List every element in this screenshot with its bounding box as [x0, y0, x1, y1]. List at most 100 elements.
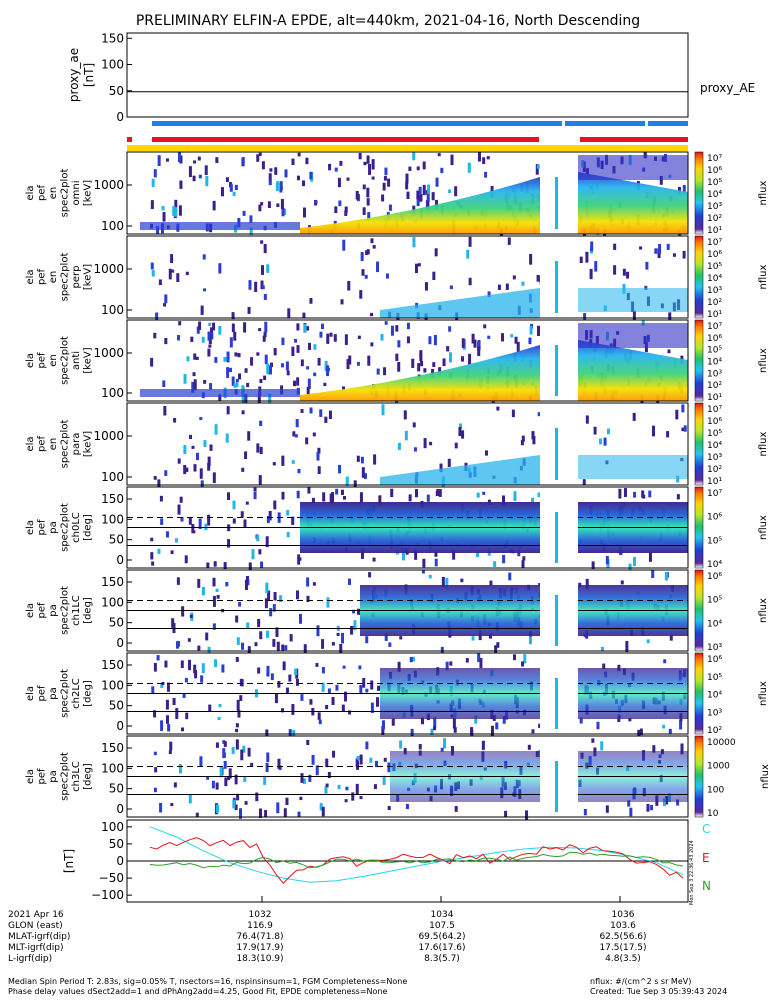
spectrogram-pixel: [364, 274, 368, 279]
spectrogram-pixel: [668, 312, 672, 321]
spectrogram-pixel: [476, 551, 480, 558]
colorbar-tick-label: 10⁵: [707, 262, 722, 272]
spectrogram-pixel: [164, 338, 168, 345]
spectrogram-pixel: [297, 152, 301, 157]
spectrogram-pixel: [234, 184, 238, 191]
colorbar-tick-label: 10⁴: [707, 619, 722, 629]
spectrogram-pixel: [411, 358, 415, 368]
spectrogram-pixel: [471, 636, 475, 641]
spectrogram-pixel: [381, 720, 385, 730]
spectrogram-pixel: [250, 357, 254, 366]
spectrogram-pixel: [421, 570, 425, 574]
spectrogram-pixel: [277, 680, 281, 688]
spectrogram-pixel: [381, 194, 385, 202]
y-axis-label: spec2plot: [60, 669, 71, 718]
spectrogram-pixel: [211, 780, 215, 789]
spectrogram-pixel: [531, 729, 535, 734]
spectrogram-pixel: [387, 178, 391, 187]
spectrogram-pixel: [240, 679, 244, 687]
spectrogram-pixel: [406, 322, 410, 330]
spectrogram-pixel: [231, 312, 235, 320]
spectrogram-pixel: [235, 378, 239, 383]
spectrogram-pixel: [223, 760, 227, 769]
spectrogram-pixel: [345, 786, 349, 791]
spectrogram-pixel: [285, 361, 289, 371]
spectrogram-pixel: [678, 229, 682, 240]
panel-frame: [126, 235, 689, 319]
spectrogram-pixel: [184, 555, 188, 564]
y-tick-label: 50: [109, 616, 124, 630]
spectrogram-pixel: [495, 722, 499, 730]
spectrogram-pixel: [241, 410, 245, 415]
y-tick-label: 0: [116, 719, 124, 733]
spectrogram-pixel: [353, 620, 357, 631]
spectrogram-pixel: [342, 239, 346, 251]
spectrogram-pixel: [412, 152, 416, 161]
spectrogram-pixel: [468, 277, 472, 286]
spectrogram-pixel: [287, 308, 291, 319]
colorbar-tick-label: 10²: [707, 381, 722, 391]
colorbar-tick-label: 10⁶: [707, 572, 722, 582]
spectrogram-pixel: [243, 777, 247, 782]
spectrogram-pixel: [341, 632, 345, 644]
spectrogram-pixel: [153, 787, 157, 793]
spectrogram-pixel: [507, 237, 511, 245]
spectrogram-pixel: [514, 336, 518, 344]
spectrogram-pixel: [231, 376, 235, 386]
spectrogram-pixel: [313, 372, 317, 377]
spectrogram-pixel: [646, 639, 650, 644]
flux-band: [578, 323, 688, 348]
spectrogram-pixel: [445, 577, 449, 589]
spectrogram-pixel: [306, 386, 310, 395]
spectrogram-pixel: [358, 665, 362, 670]
colorbar-tick-label: 100: [707, 785, 724, 795]
spectrogram-pixel: [440, 167, 444, 174]
spectrogram-pixel: [388, 204, 392, 211]
spectrogram-pixel: [216, 595, 220, 599]
spectrogram-pixel: [165, 531, 169, 538]
spectrogram-pixel: [537, 492, 541, 498]
spectrogram-pixel: [397, 340, 401, 348]
data-gap: [558, 570, 578, 651]
spectrogram-pixel: [181, 606, 185, 617]
colorbar-label: nflux: [758, 348, 769, 373]
spectrogram-pixel: [256, 352, 260, 356]
spectrogram-pixel: [376, 368, 380, 375]
spectrogram-pixel: [207, 348, 211, 357]
spectrogram-pixel: [467, 162, 471, 173]
spectrogram-pixel: [259, 808, 263, 819]
spectrogram-pixel: [203, 379, 207, 384]
spectrogram-pixel: [644, 285, 648, 290]
spectrogram-pixel: [170, 550, 174, 555]
spectrogram-pixel: [309, 407, 313, 414]
spectrogram-pixel: [184, 677, 188, 683]
spectrogram-pixel: [196, 326, 200, 334]
spectrogram-pixel: [206, 562, 210, 569]
colorbar: [694, 151, 704, 235]
spectrogram-pixel: [312, 432, 316, 437]
spectrogram-pixel: [294, 338, 298, 343]
spectrogram-pixel: [236, 699, 240, 711]
spectrogram-pixel: [406, 336, 410, 344]
spectrogram-pixel: [284, 645, 288, 651]
spectrogram-pixel: [296, 377, 300, 386]
spectrogram-pixel: [150, 200, 154, 210]
colorbar-tick-label: 10⁴: [707, 691, 722, 701]
spectrogram-pixel: [666, 243, 670, 250]
y-tick-label: 0: [116, 854, 124, 868]
spectrogram-pixel: [286, 510, 290, 516]
spectrogram-pixel: [166, 682, 170, 692]
spectrogram-pixel: [302, 778, 306, 784]
spectrogram-pixel: [151, 269, 155, 277]
spectrogram-pixel: [282, 661, 286, 671]
spectrogram-pixel: [675, 409, 679, 420]
spectrogram-pixel: [632, 310, 636, 321]
spectrogram-pixel: [339, 643, 343, 655]
spectrogram-pixel: [170, 803, 174, 807]
colorbar-tick-label: 10⁵: [707, 673, 722, 683]
spectrogram-pixel: [368, 572, 372, 578]
spectrogram-pixel: [204, 165, 208, 176]
spectrogram-pixel: [258, 549, 262, 555]
spectrogram-pixel: [531, 431, 535, 440]
spectrogram-pixel: [260, 561, 264, 568]
